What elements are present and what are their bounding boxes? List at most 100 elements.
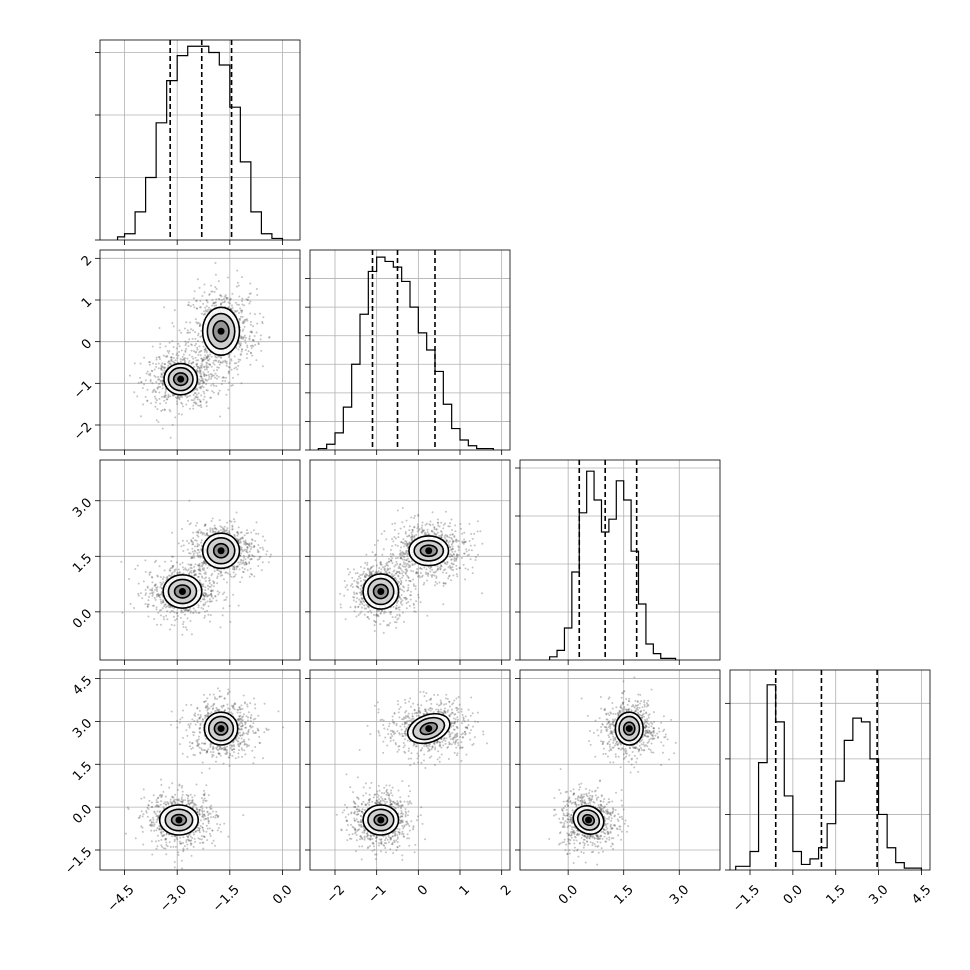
sample-point bbox=[189, 552, 192, 555]
sample-point bbox=[239, 734, 242, 737]
sample-point bbox=[213, 844, 216, 847]
sample-point bbox=[211, 298, 214, 301]
sample-point bbox=[172, 345, 175, 348]
sample-point bbox=[188, 354, 191, 357]
sample-point bbox=[439, 568, 442, 571]
sample-point bbox=[234, 310, 237, 313]
sample-point bbox=[212, 582, 215, 585]
sample-point bbox=[216, 590, 219, 593]
sample-point bbox=[172, 845, 175, 848]
sample-point bbox=[189, 793, 192, 796]
sample-point bbox=[239, 531, 242, 534]
sample-point bbox=[241, 570, 244, 573]
sample-point bbox=[233, 568, 236, 571]
sample-point bbox=[451, 545, 454, 548]
sample-point bbox=[256, 322, 259, 325]
sample-point bbox=[192, 361, 195, 364]
sample-point bbox=[420, 568, 423, 571]
sample-point bbox=[454, 539, 457, 542]
sample-point bbox=[433, 525, 436, 528]
sample-point bbox=[245, 298, 248, 301]
sample-point bbox=[144, 379, 147, 382]
panel-0-0 bbox=[95, 39, 301, 245]
sample-point bbox=[386, 564, 389, 567]
sample-point bbox=[202, 594, 205, 597]
sample-point bbox=[189, 563, 192, 566]
sample-point bbox=[160, 373, 163, 376]
sample-point bbox=[217, 569, 220, 572]
sample-point bbox=[426, 574, 429, 577]
sample-point bbox=[205, 379, 208, 382]
sample-point bbox=[215, 385, 218, 388]
sample-point bbox=[226, 529, 229, 532]
sample-point bbox=[202, 390, 205, 393]
sample-point bbox=[187, 304, 190, 307]
sample-point bbox=[412, 603, 415, 606]
sample-point bbox=[225, 360, 228, 363]
sample-point bbox=[158, 356, 161, 359]
sample-point bbox=[259, 546, 262, 549]
sample-point bbox=[246, 353, 249, 356]
sample-point bbox=[240, 537, 243, 540]
sample-point bbox=[214, 527, 217, 530]
sample-point bbox=[161, 382, 164, 385]
sample-point bbox=[395, 607, 398, 610]
sample-point bbox=[405, 568, 408, 571]
sample-point bbox=[446, 560, 449, 563]
sample-point bbox=[155, 365, 158, 368]
sample-point bbox=[444, 562, 447, 565]
sample-point bbox=[161, 379, 164, 382]
sample-point bbox=[207, 378, 210, 381]
sample-point bbox=[406, 552, 409, 555]
sample-point bbox=[412, 602, 415, 605]
sample-point bbox=[401, 603, 404, 606]
sample-point bbox=[178, 397, 181, 400]
sample-point bbox=[400, 569, 403, 572]
sample-point bbox=[197, 564, 200, 567]
sample-point bbox=[421, 528, 424, 531]
sample-point bbox=[197, 568, 200, 571]
sample-point bbox=[199, 600, 202, 603]
sample-point bbox=[244, 561, 247, 564]
sample-point bbox=[399, 572, 402, 575]
sample-point bbox=[136, 395, 139, 398]
sample-point bbox=[162, 601, 165, 604]
sample-point bbox=[252, 338, 255, 341]
sample-point bbox=[225, 296, 228, 299]
sample-point bbox=[200, 357, 203, 360]
sample-point bbox=[171, 531, 174, 534]
sample-point bbox=[401, 589, 404, 592]
sample-point bbox=[217, 709, 220, 712]
sample-point bbox=[202, 345, 205, 348]
sample-point bbox=[203, 291, 206, 294]
sample-point bbox=[155, 381, 158, 384]
sample-point bbox=[261, 546, 264, 549]
sample-point bbox=[158, 596, 161, 599]
sample-point bbox=[254, 540, 257, 543]
sample-point bbox=[343, 579, 346, 582]
sample-point bbox=[465, 550, 468, 553]
sample-point bbox=[238, 568, 241, 571]
sample-point bbox=[163, 363, 166, 366]
sample-point bbox=[210, 574, 213, 577]
sample-point bbox=[405, 540, 408, 543]
sample-point bbox=[171, 423, 174, 426]
sample-point bbox=[361, 573, 364, 576]
sample-point bbox=[360, 598, 363, 601]
sample-point bbox=[228, 366, 231, 369]
sample-point bbox=[228, 519, 231, 522]
sample-point bbox=[406, 562, 409, 565]
sample-point bbox=[210, 375, 213, 378]
sample-point bbox=[396, 570, 399, 573]
sample-point bbox=[172, 610, 175, 613]
sample-point bbox=[238, 715, 241, 718]
sample-point bbox=[159, 586, 162, 589]
sample-point bbox=[369, 573, 372, 576]
sample-point bbox=[415, 600, 418, 603]
sample-point bbox=[382, 548, 385, 551]
sample-point bbox=[146, 399, 149, 402]
sample-point bbox=[205, 532, 208, 535]
sample-point bbox=[159, 614, 162, 617]
sample-point bbox=[383, 568, 386, 571]
sample-point bbox=[408, 541, 411, 544]
